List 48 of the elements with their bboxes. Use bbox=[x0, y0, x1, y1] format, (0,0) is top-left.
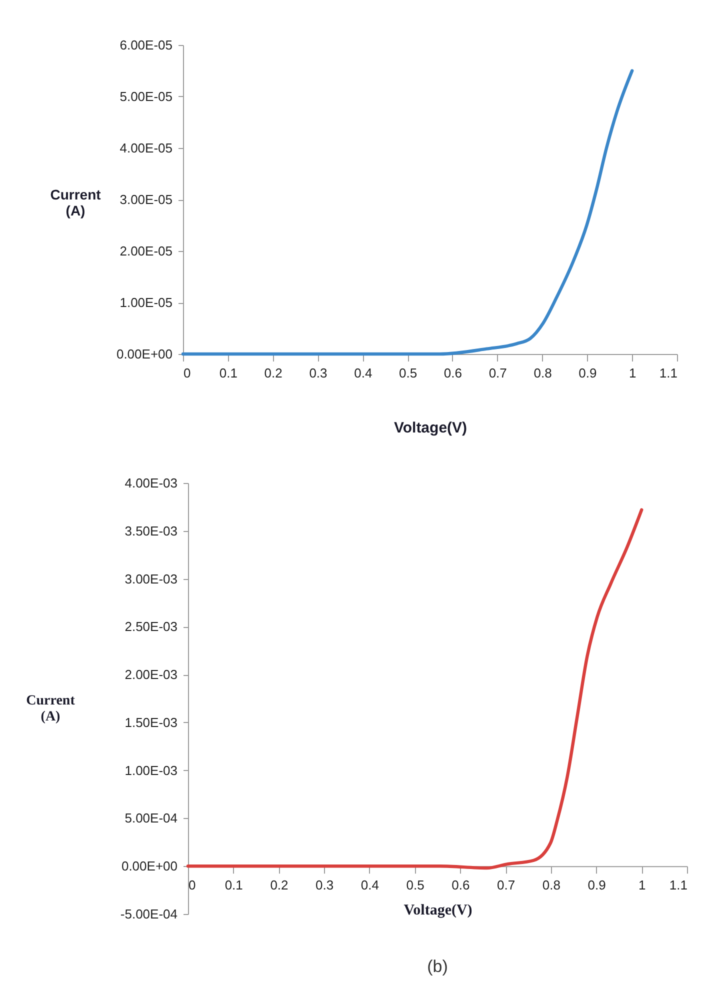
x-tick-label: 0.5 bbox=[406, 878, 424, 893]
y-tick-label: 3.00E-05 bbox=[120, 192, 172, 207]
x-tick-label: 0.9 bbox=[578, 366, 597, 380]
x-tick-label: 0.6 bbox=[444, 366, 462, 380]
x-tick-label: 0.3 bbox=[309, 366, 328, 380]
x-tick-label: 0.2 bbox=[270, 878, 288, 893]
y-tick-label: 5.00E-04 bbox=[124, 810, 178, 826]
y-tick-label: 5.00E-05 bbox=[120, 89, 172, 104]
x-tick-label: 0.3 bbox=[316, 878, 334, 893]
y-tick-label: 2.50E-03 bbox=[124, 619, 178, 634]
y-tick-label: 4.00E-03 bbox=[124, 476, 178, 490]
x-tick-label: 1.1 bbox=[669, 878, 688, 893]
x-tick-label: 0.7 bbox=[488, 366, 507, 380]
y-tick-label: 1.00E-05 bbox=[120, 295, 172, 310]
x-tick-label: 0.9 bbox=[588, 878, 606, 893]
y-tick-label: 3.00E-03 bbox=[124, 571, 178, 586]
x-axis-title: Voltage(V) bbox=[404, 902, 472, 919]
line-series bbox=[181, 69, 634, 356]
y-tick-label: -5.00E-04 bbox=[120, 906, 178, 922]
x-tick-label: 0 bbox=[184, 366, 191, 380]
y-tick-label: 2.00E-03 bbox=[124, 667, 178, 682]
y-tick-label: 0.00E+00 bbox=[116, 346, 172, 362]
x-tick-label: 0 bbox=[188, 878, 196, 893]
x-tick-label: 0.4 bbox=[360, 878, 379, 893]
x-tick-label: 1 bbox=[638, 878, 646, 893]
line-series bbox=[186, 508, 644, 870]
x-tick-label: 0.1 bbox=[219, 366, 238, 380]
x-tick-label: 0.6 bbox=[452, 878, 470, 893]
x-tick-label: 0.7 bbox=[497, 878, 516, 893]
y-axis-title: Current (A) bbox=[26, 694, 76, 724]
x-axis-title: Voltage(V) bbox=[394, 420, 468, 436]
x-tick-label: 0.1 bbox=[224, 878, 243, 893]
x-tick-label: 0.8 bbox=[542, 878, 560, 893]
y-tick-label: 4.00E-05 bbox=[120, 140, 172, 156]
y-tick-label: 3.50E-03 bbox=[124, 523, 178, 538]
x-tick-label: 0.2 bbox=[264, 366, 282, 380]
x-tick-label: 0.4 bbox=[354, 366, 372, 380]
y-tick-label: 2.00E-05 bbox=[120, 244, 172, 258]
x-tick-label: 1 bbox=[628, 366, 636, 380]
y-axis-title: Current (A) bbox=[50, 186, 102, 218]
x-tick-label: 0.5 bbox=[399, 366, 418, 380]
y-tick-label: 6.00E-05 bbox=[120, 38, 172, 52]
y-tick-label: 1.50E-03 bbox=[124, 714, 178, 730]
x-tick-label: 1.1 bbox=[659, 366, 678, 380]
y-tick-label: 0.00E+00 bbox=[121, 858, 178, 874]
text: (b) bbox=[427, 957, 448, 976]
y-tick-label: 1.00E-03 bbox=[124, 762, 178, 778]
x-tick-label: 0.8 bbox=[534, 366, 552, 380]
